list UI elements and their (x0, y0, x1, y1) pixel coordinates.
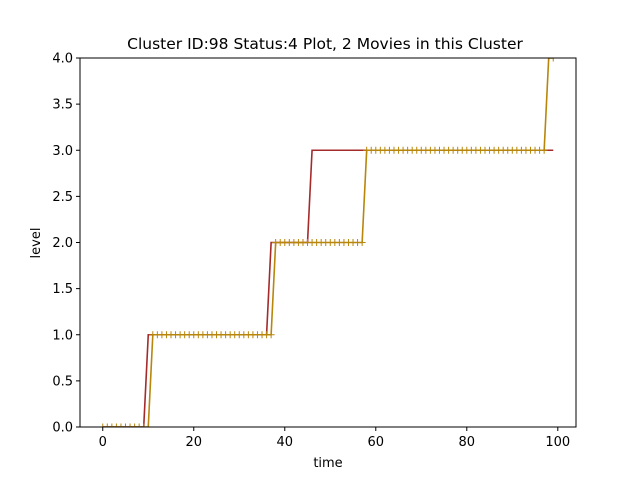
series-1-line (102, 149, 554, 427)
series-2-marker (540, 146, 548, 154)
series-2-marker (267, 331, 275, 339)
plot-area (99, 58, 557, 427)
chart-title: Cluster ID:98 Status:4 Plot, 2 Movies in… (127, 35, 523, 53)
series-2-marker (108, 423, 116, 427)
series-2-marker (549, 58, 557, 62)
series-2-marker (131, 423, 139, 427)
series-2-marker (122, 423, 130, 427)
series-2-marker (126, 423, 134, 427)
y-tick-label: 3.0 (52, 144, 73, 159)
x-tick-label: 60 (368, 435, 385, 450)
x-axis-label: time (313, 456, 342, 471)
series-2-marker (112, 423, 120, 427)
y-tick-label: 1.0 (52, 328, 73, 343)
series-2-marker (358, 239, 366, 246)
y-tick-label: 2.5 (52, 190, 73, 205)
x-tick-label: 0 (99, 435, 107, 450)
y-tick-label: 2.0 (52, 236, 73, 251)
x-tick-label: 100 (545, 435, 570, 450)
series-2-marker (135, 423, 143, 427)
series-2-marker (117, 423, 125, 427)
y-tick-label: 4.0 (52, 52, 73, 67)
series-2 (99, 58, 557, 427)
y-tick-label: 1.5 (52, 282, 73, 297)
y-axis-label: level (29, 228, 44, 259)
series-2-marker (103, 423, 111, 427)
series-2-marker (140, 423, 148, 427)
x-tick-label: 20 (185, 435, 202, 450)
y-tick-label: 3.5 (52, 98, 73, 113)
series-2-marker (545, 58, 553, 62)
series-2-marker (144, 423, 152, 427)
x-tick-label: 40 (276, 435, 293, 450)
x-axis-ticks: 0 20 40 60 80 100 (99, 427, 570, 450)
y-tick-label: 0.0 (52, 421, 73, 436)
y-axis-ticks: 0.0 0.5 1.0 1.5 2.0 2.5 3.0 3.5 4.0 (52, 52, 80, 436)
x-tick-label: 80 (459, 435, 476, 450)
series-2-marker (99, 423, 107, 427)
y-tick-label: 0.5 (52, 374, 73, 389)
series-1 (102, 149, 554, 427)
